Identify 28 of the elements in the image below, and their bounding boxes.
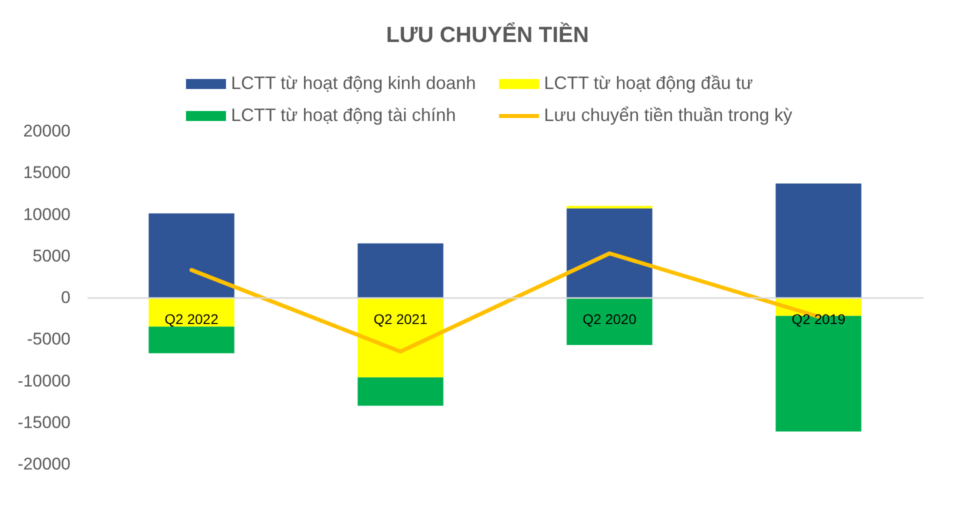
bar (776, 316, 862, 432)
bar (148, 326, 234, 354)
bar (358, 243, 444, 298)
legend-label: LCTT từ hoạt động tài chính (231, 105, 456, 125)
bar (566, 208, 652, 298)
legend-label: LCTT từ hoạt động đầu tư (544, 73, 753, 93)
x-tick-label: Q2 2021 (374, 311, 428, 327)
y-tick-label: 0 (61, 288, 70, 307)
bar (148, 213, 234, 298)
x-tick-label: Q2 2019 (792, 311, 846, 327)
legend-label: LCTT từ hoạt động kinh doanh (231, 73, 476, 93)
x-tick-label: Q2 2020 (582, 311, 637, 327)
y-tick-label: -15000 (18, 412, 70, 432)
x-tick-label: Q2 2022 (164, 311, 219, 327)
legend-label: Lưu chuyển tiền thuần trong kỳ (544, 105, 792, 125)
bar (566, 298, 652, 345)
y-tick-label: -10000 (18, 371, 70, 390)
bar (358, 298, 444, 378)
y-tick-label: 20000 (23, 122, 70, 140)
y-tick-label: -20000 (18, 454, 70, 474)
chart-title: LƯU CHUYỂN TIỀN (386, 22, 589, 47)
y-tick-label: -5000 (27, 330, 70, 349)
bar (566, 206, 652, 208)
y-tick-label: 10000 (23, 204, 70, 224)
bar (358, 377, 444, 406)
y-tick-label: 15000 (23, 163, 70, 182)
y-tick-label: 5000 (32, 246, 70, 266)
bar (776, 183, 862, 298)
